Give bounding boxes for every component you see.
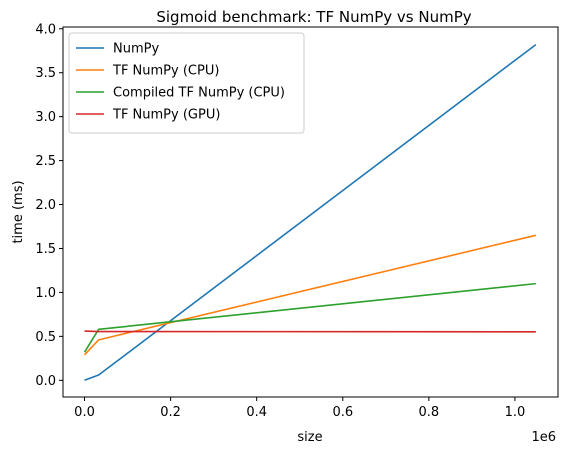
y-tick-label: 3.5 bbox=[35, 66, 56, 81]
x-tick-label: 1.0 bbox=[505, 405, 526, 420]
x-tick-label: 0.0 bbox=[74, 405, 95, 420]
y-tick-label: 0.5 bbox=[35, 330, 56, 345]
y-tick-label: 2.5 bbox=[35, 154, 56, 169]
y-tick-label: 1.0 bbox=[35, 286, 56, 301]
y-axis: 0.0 0.5 1.0 1.5 2.0 2.5 3.0 3.5 4.0 bbox=[35, 22, 63, 389]
y-tick-label: 0.0 bbox=[35, 374, 56, 389]
legend: NumPy TF NumPy (CPU) Compiled TF NumPy (CP… bbox=[68, 32, 305, 134]
legend-label: TF NumPy (CPU) bbox=[112, 64, 219, 79]
series-line-2 bbox=[83, 234, 537, 356]
x-axis: 0.0 0.2 0.4 0.6 0.8 1.0 bbox=[74, 397, 525, 420]
y-tick-label: 1.5 bbox=[35, 242, 56, 257]
series-line-1 bbox=[84, 43, 537, 382]
x-tick-label: 0.2 bbox=[160, 405, 181, 420]
x-offset-text: 1e6 bbox=[531, 430, 556, 445]
series-line-4 bbox=[84, 330, 536, 333]
legend-label: NumPy bbox=[113, 42, 159, 57]
series-line-3 bbox=[83, 282, 536, 353]
x-axis-label: size bbox=[297, 430, 322, 445]
x-tick-label: 0.8 bbox=[419, 405, 440, 420]
series-lines bbox=[83, 43, 537, 382]
x-tick-label: 0.6 bbox=[332, 405, 353, 420]
x-tick-label: 0.4 bbox=[246, 405, 267, 420]
legend-label: Compiled TF NumPy (CPU) bbox=[113, 86, 285, 101]
y-axis-label: time (ms) bbox=[11, 180, 26, 243]
legend-label: TF NumPy (GPU) bbox=[112, 108, 220, 123]
chart-title: Sigmoid benchmark: TF NumPy vs NumPy bbox=[156, 8, 471, 26]
y-tick-label: 4.0 bbox=[35, 22, 56, 37]
y-tick-label: 3.0 bbox=[35, 110, 56, 125]
legend-box bbox=[68, 32, 305, 134]
y-tick-label: 2.0 bbox=[35, 198, 56, 213]
